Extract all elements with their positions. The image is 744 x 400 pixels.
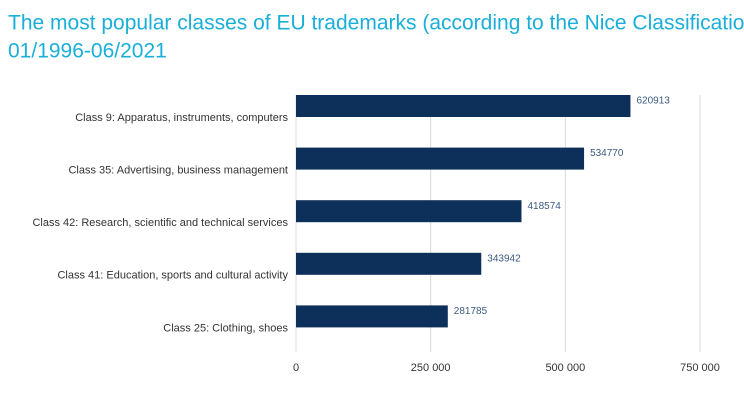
bar <box>296 252 482 275</box>
x-tick-label: 500 000 <box>545 362 585 374</box>
x-tick-label: 250 000 <box>411 362 451 374</box>
chart-subtitle: 01/1996-06/2021 <box>8 40 167 63</box>
y-tick-label: Class 25: Clothing, shoes <box>163 322 288 334</box>
value-label: 343942 <box>487 253 521 264</box>
y-tick-label: Class 35: Advertising, business manageme… <box>68 165 288 177</box>
bar <box>296 95 631 117</box>
y-tick-label: Class 41: Education, sports and cultural… <box>57 270 288 282</box>
value-label: 418574 <box>527 201 561 212</box>
value-label: 281785 <box>454 306 488 317</box>
x-tick-label: 750 000 <box>680 362 720 374</box>
chart-title: The most popular classes of EU trademark… <box>8 12 744 35</box>
bar <box>296 305 448 328</box>
y-tick-label: Class 42: Research, scientific and techn… <box>32 217 288 229</box>
x-tick-label: 0 <box>293 362 299 374</box>
bar <box>296 147 585 170</box>
value-label: 534770 <box>590 148 624 159</box>
bar <box>296 200 522 223</box>
value-label: 620913 <box>636 96 670 107</box>
y-tick-label: Class 9: Apparatus, instruments, compute… <box>75 112 288 124</box>
